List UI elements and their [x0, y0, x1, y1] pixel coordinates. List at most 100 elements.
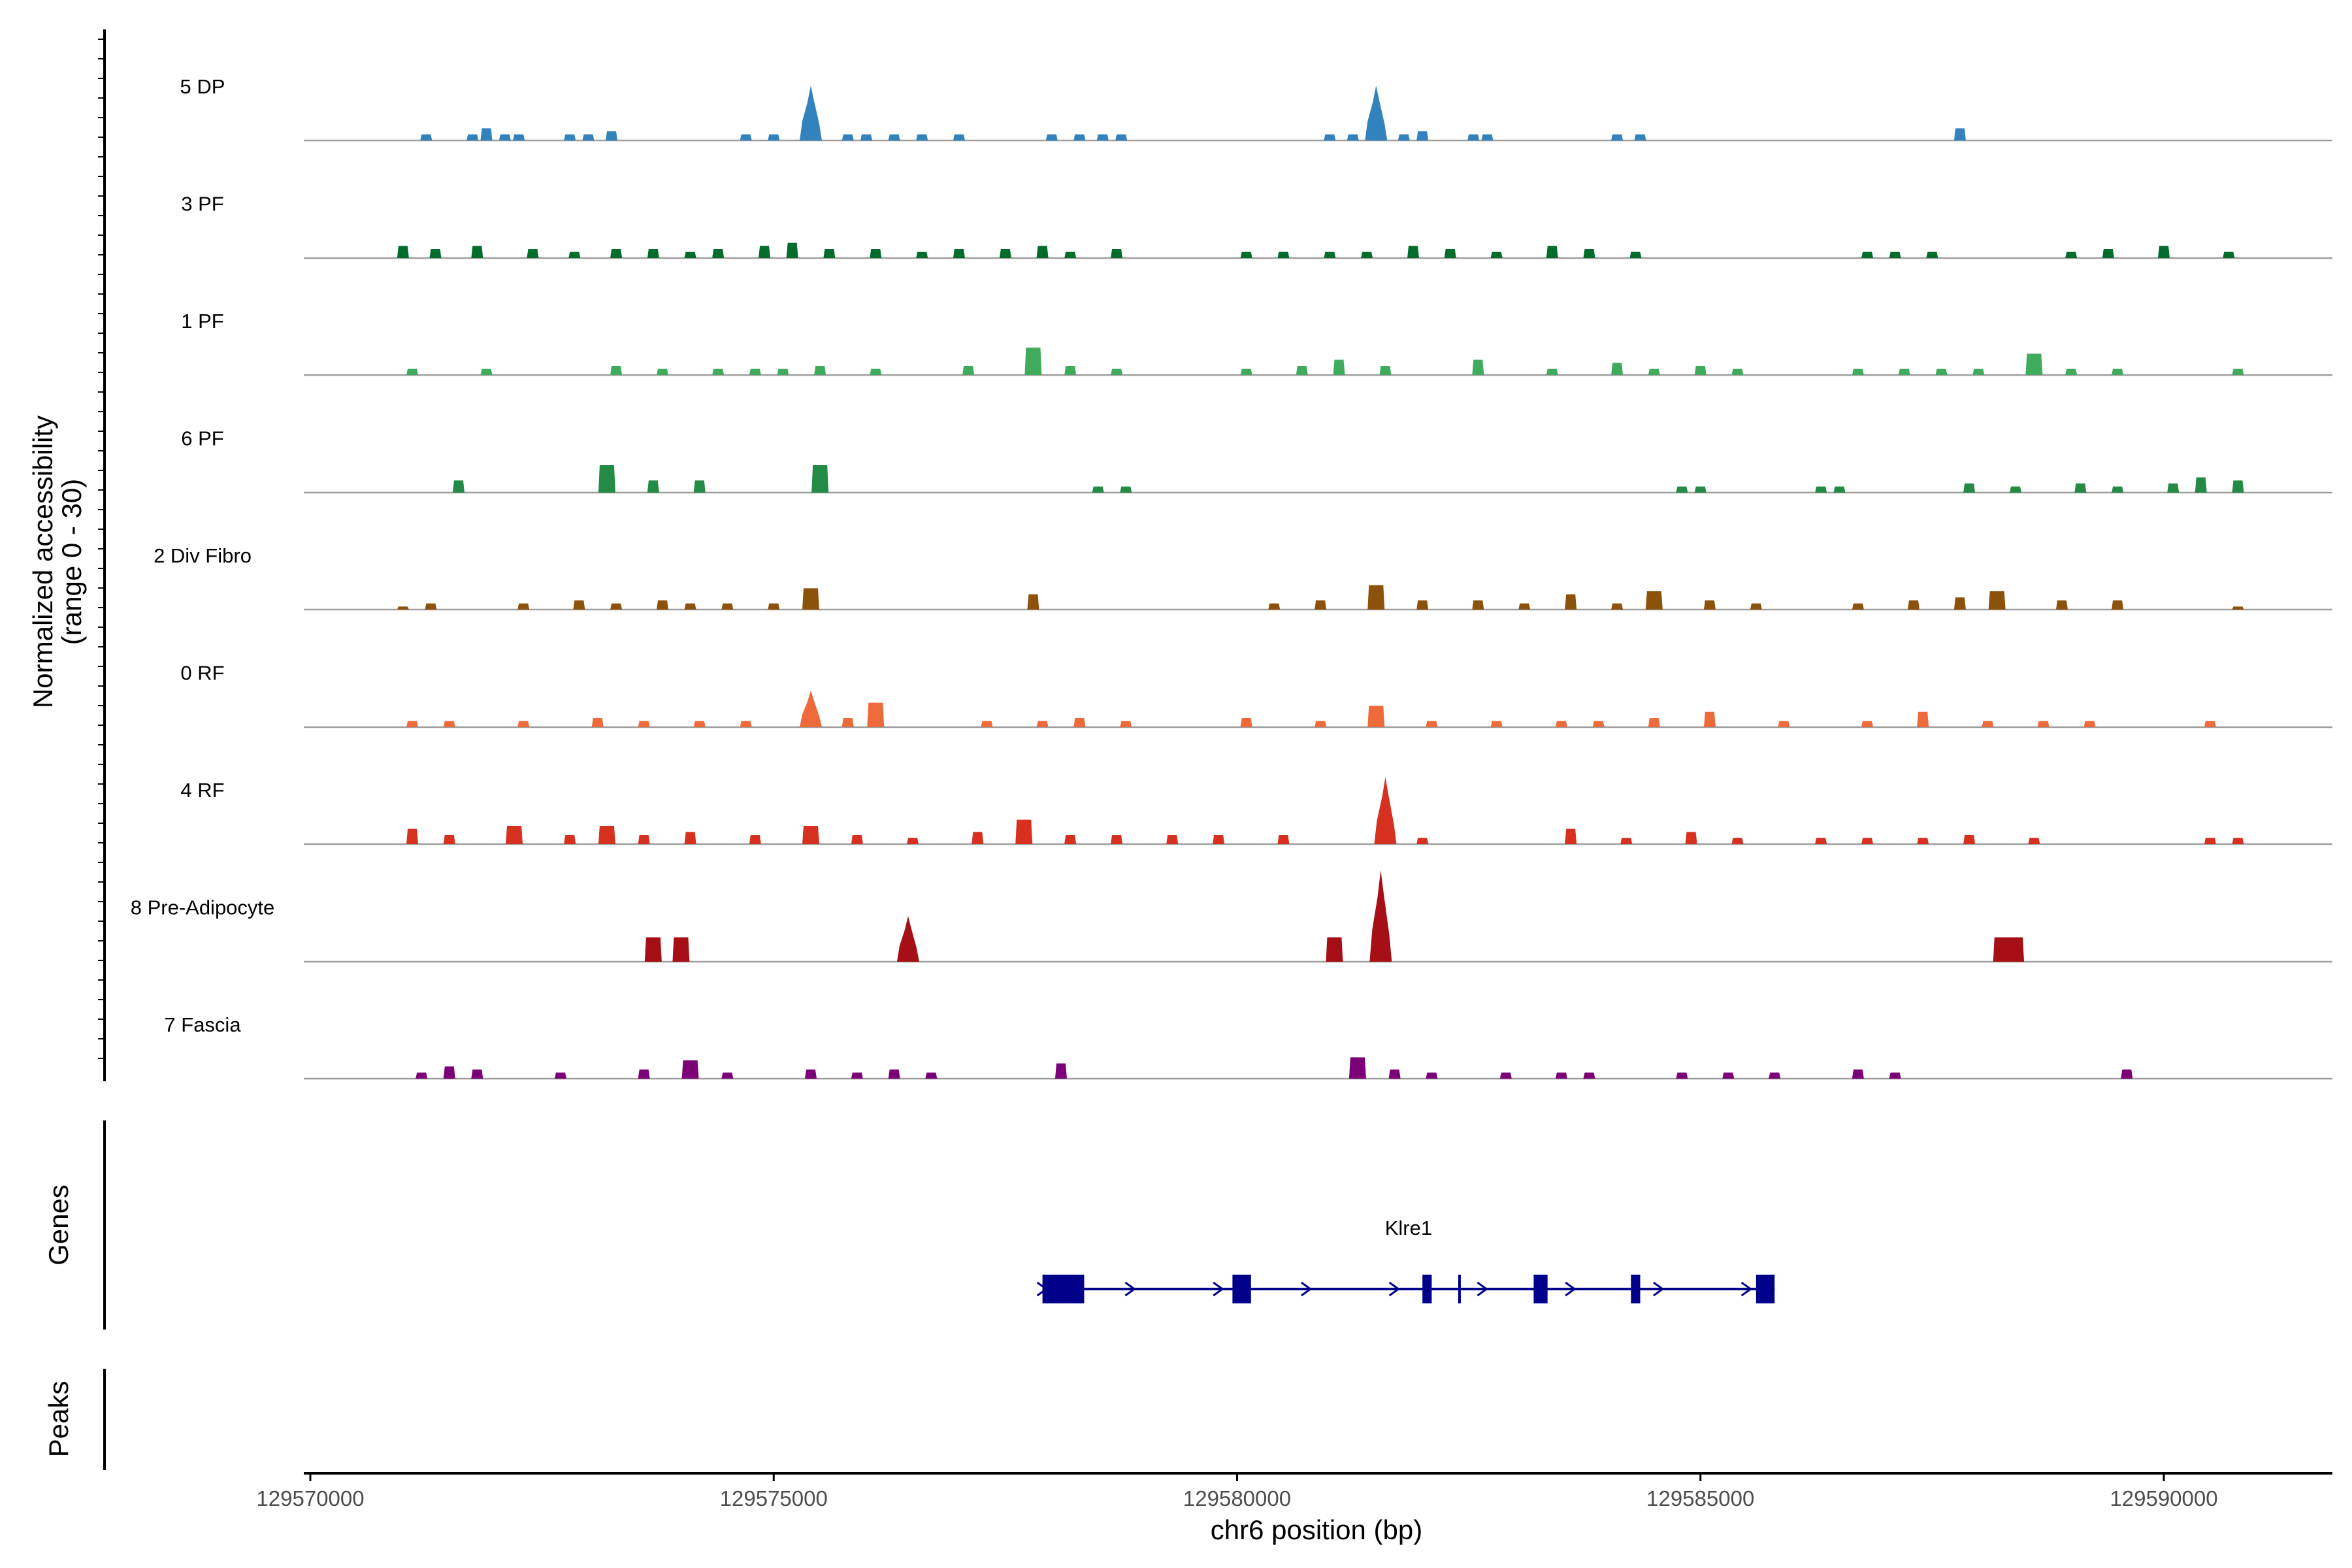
coverage-peak	[1611, 363, 1624, 375]
coverage-peak	[916, 252, 928, 258]
coverage-peak	[1092, 486, 1104, 493]
coverage-peak	[1054, 1063, 1067, 1079]
coverage-peak	[2065, 368, 2078, 375]
coverage-peak	[1240, 368, 1252, 375]
gene-exon	[1422, 1275, 1432, 1303]
coverage-peak	[1685, 832, 1697, 844]
coverage-peak	[452, 480, 465, 493]
coverage-peak	[1472, 600, 1484, 610]
coverage-peak	[1315, 600, 1327, 610]
coverage-peak	[1993, 937, 2010, 962]
coverage-peak	[517, 721, 530, 727]
coverage-peak	[1917, 711, 1929, 727]
coverage-peak	[591, 718, 604, 727]
coverage-peak	[1852, 368, 1864, 375]
coverage-peak	[1565, 828, 1577, 844]
coverage-peak	[896, 916, 919, 962]
coverage-peak	[2112, 368, 2124, 375]
coverage-peak	[1333, 359, 1345, 375]
coverage-peak	[2112, 600, 2124, 610]
track-6-pf: 6 PF	[181, 427, 2332, 494]
coverage-peak	[1481, 134, 1494, 140]
coverage-peak	[480, 368, 493, 375]
coverage-peak	[416, 1072, 428, 1079]
coverage-peak	[1778, 721, 1790, 727]
coverage-peak	[1676, 1072, 1688, 1079]
coverage-peak	[606, 131, 618, 140]
coverage-peak	[657, 600, 669, 610]
coverage-peak	[1467, 134, 1480, 140]
coverage-peak	[1620, 838, 1633, 844]
coverage-peak	[1694, 486, 1707, 493]
coverage-peak	[1555, 1072, 1567, 1079]
coverage-peak	[406, 368, 419, 375]
coverage-peak	[638, 721, 650, 727]
coverage-peak	[406, 828, 419, 844]
track-label: 1 PF	[181, 310, 223, 333]
coverage-peak	[740, 721, 752, 727]
coverage-peak	[2223, 252, 2235, 258]
coverage-peak	[1546, 368, 1558, 375]
coverage-peak	[406, 721, 419, 727]
coverage-peak	[1367, 706, 1385, 727]
gene-exon	[1631, 1275, 1641, 1303]
coverage-peak	[804, 1070, 817, 1079]
coverage-tracks: 5 DP 3 PF 1 PF 6 PF 2 Div Fibro 0 RF 4 RF 8 Pre…	[131, 75, 2332, 1080]
coverage-peak	[517, 603, 530, 610]
gene-exon-small	[1458, 1275, 1461, 1303]
x-tick-label: 129590000	[2110, 1486, 2217, 1511]
coverage-peak	[870, 368, 882, 375]
coverage-peak	[749, 368, 761, 375]
coverage-peak	[573, 600, 585, 610]
coverage-peak	[712, 368, 725, 375]
gene-name-label: Klre1	[1385, 1217, 1432, 1239]
x-tick-label: 129585000	[1646, 1486, 1754, 1511]
coverage-peak	[2025, 353, 2043, 375]
coverage-peak	[1676, 486, 1688, 493]
gene-exon	[1756, 1275, 1775, 1303]
track-label: 4 RF	[180, 779, 224, 802]
coverage-peak	[814, 366, 826, 375]
coverage-peak	[1315, 721, 1327, 727]
coverage-peak	[1583, 1072, 1595, 1079]
coverage-peak	[2232, 838, 2244, 844]
strand-arrow	[1388, 1281, 1401, 1297]
coverage-peak	[1096, 134, 1109, 140]
coverage-peak	[1861, 721, 1874, 727]
coverage-peak	[2028, 838, 2040, 844]
coverage-peak	[2232, 480, 2244, 493]
coverage-peak	[568, 252, 581, 258]
coverage-peak	[693, 721, 706, 727]
coverage-peak	[1120, 486, 1132, 493]
coverage-peak	[2010, 486, 2022, 493]
coverage-peak	[712, 249, 725, 258]
coverage-peak	[1963, 483, 1976, 493]
genes-panel-label: Genes	[43, 1184, 74, 1266]
coverage-peak	[1027, 594, 1039, 610]
coverage-peak	[1036, 246, 1049, 258]
coverage-peak	[916, 134, 928, 140]
coverage-peak	[1324, 134, 1336, 140]
coverage-peak	[1750, 603, 1762, 610]
coverage-peak	[2232, 368, 2244, 375]
gene-exon	[1232, 1275, 1251, 1303]
coverage-peak	[786, 242, 798, 258]
coverage-peak	[1045, 134, 1058, 140]
coverage-peak	[1111, 835, 1123, 844]
coverage-peak	[1490, 252, 1503, 258]
gene-klre1: Klre1	[1036, 1217, 1775, 1303]
coverage-peak	[860, 134, 873, 140]
coverage-peak	[2195, 477, 2207, 493]
coverage-peak	[471, 246, 483, 258]
coverage-peak	[2102, 249, 2114, 258]
coverage-peak	[740, 134, 752, 140]
coverage-peak	[1064, 252, 1077, 258]
coverage-peak	[1731, 838, 1744, 844]
coverage-peak	[1397, 134, 1410, 140]
coverage-peak	[684, 832, 696, 844]
track-label: 7 Fascia	[164, 1013, 241, 1036]
coverage-peak	[397, 246, 409, 258]
coverage-peak	[777, 368, 789, 375]
coverage-peak	[554, 1072, 566, 1079]
